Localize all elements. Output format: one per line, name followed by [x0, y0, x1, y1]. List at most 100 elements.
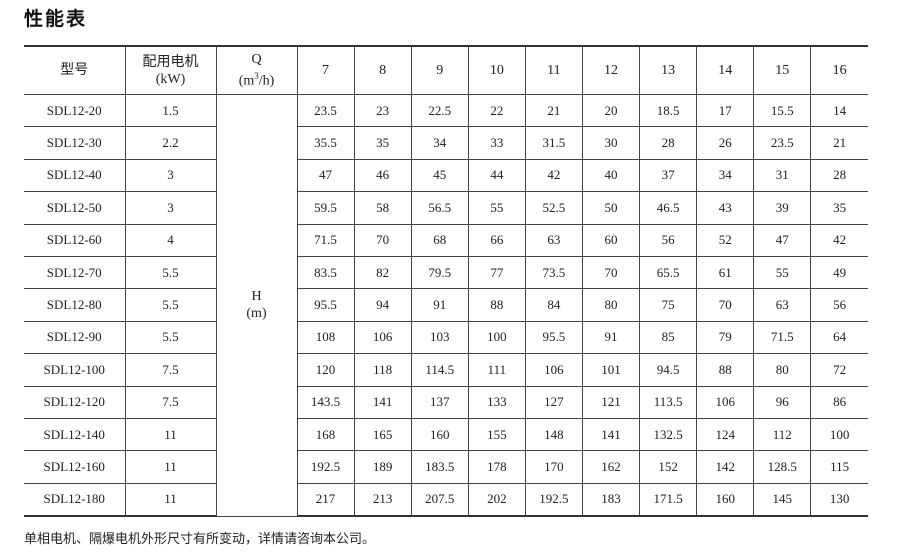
head-value-cell: 202	[467, 482, 526, 518]
head-value-cell: 118	[353, 353, 412, 387]
page-title: 性能表	[24, 8, 88, 30]
head-value-cell: 43	[696, 191, 755, 225]
head-value-cell: 20	[581, 93, 641, 128]
head-value-cell: 217	[296, 482, 355, 518]
motor-power-cell: 5.5	[124, 288, 217, 322]
head-value-cell: 44	[467, 158, 526, 193]
head-value-cell: 18.5	[639, 93, 698, 128]
head-value-cell: 170	[524, 450, 583, 484]
head-value-cell: 106	[524, 353, 583, 387]
head-value-cell: 96	[753, 385, 812, 419]
table-row: SDL12-140 11 168 165 160 155 148 141 132.5 124 112…	[24, 417, 868, 452]
model-cell: SDL12-160	[24, 450, 126, 484]
model-cell: SDL12-100	[24, 353, 126, 387]
head-value-cell: 55	[467, 191, 526, 225]
motor-power-cell: 11	[124, 417, 217, 452]
head-value-cell: 70	[353, 223, 412, 257]
head-value-cell: 56	[639, 223, 698, 257]
motor-power-cell: 7.5	[124, 385, 217, 419]
head-value-cell: 22.5	[410, 93, 469, 128]
header-flow-value: 11	[524, 45, 583, 95]
head-value-cell: 84	[524, 288, 583, 322]
head-value-cell: 33	[467, 126, 526, 160]
header-flow-value: 9	[410, 45, 469, 95]
head-value-cell: 106	[696, 385, 755, 419]
head-value-cell: 91	[410, 288, 469, 322]
head-value-cell: 213	[353, 482, 412, 518]
head-value-cell: 103	[410, 320, 469, 355]
head-value-cell: 95.5	[296, 288, 355, 322]
header-flow: Q (m3/h)	[215, 45, 298, 95]
head-value-cell: 23.5	[296, 93, 355, 128]
head-value-cell: 28	[639, 126, 698, 160]
model-cell: SDL12-40	[24, 158, 126, 193]
motor-power-cell: 3	[124, 158, 217, 193]
head-value-cell: 39	[753, 191, 812, 225]
footnote: 单相电机、隔爆电机外形尺寸有所变动，详情请咨询本公司。	[24, 532, 376, 547]
head-value-cell: 46.5	[639, 191, 698, 225]
head-value-cell: 31.5	[524, 126, 583, 160]
head-value-cell: 189	[353, 450, 412, 484]
motor-power-cell: 2.2	[124, 126, 217, 160]
head-value-cell: 80	[753, 353, 812, 387]
head-value-cell: 21	[810, 126, 868, 160]
head-value-cell: 101	[581, 353, 641, 387]
head-value-cell: 133	[467, 385, 526, 419]
header-row: 型号 配用电机 (kW) Q (m3/h) 7 8 9 10 11 12 13 14 15 16	[24, 45, 868, 95]
table-row: SDL12-120 7.5 143.5 141 137 133 127 121 113.5 106…	[24, 385, 868, 419]
head-value-cell: 94.5	[639, 353, 698, 387]
head-value-cell: 79.5	[410, 255, 469, 290]
header-flow-value: 15	[753, 45, 812, 95]
motor-power-cell: 11	[124, 450, 217, 484]
head-value-cell: 114.5	[410, 353, 469, 387]
head-value-cell: 35	[353, 126, 412, 160]
head-value-cell: 160	[696, 482, 755, 518]
head-value-cell: 80	[581, 288, 641, 322]
head-value-cell: 22	[467, 93, 526, 128]
head-value-cell: 100	[810, 417, 868, 452]
head-value-cell: 112	[753, 417, 812, 452]
head-value-cell: 142	[696, 450, 755, 484]
head-value-cell: 61	[696, 255, 755, 290]
head-value-cell: 168	[296, 417, 355, 452]
head-value-cell: 56	[810, 288, 868, 322]
head-value-cell: 49	[810, 255, 868, 290]
motor-power-cell: 5.5	[124, 255, 217, 290]
head-value-cell: 56.5	[410, 191, 469, 225]
header-model: 型号	[24, 45, 126, 95]
head-value-cell: 31	[753, 158, 812, 193]
head-value-cell: 71.5	[296, 223, 355, 257]
head-value-cell: 21	[524, 93, 583, 128]
head-value-cell: 72	[810, 353, 868, 387]
head-value-cell: 66	[467, 223, 526, 257]
head-value-cell: 127	[524, 385, 583, 419]
head-value-cell: 128.5	[753, 450, 812, 484]
head-value-cell: 45	[410, 158, 469, 193]
head-value-cell: 34	[696, 158, 755, 193]
head-value-cell: 52.5	[524, 191, 583, 225]
head-value-cell: 160	[410, 417, 469, 452]
head-value-cell: 79	[696, 320, 755, 355]
table-row: SDL12-60 4 71.5 70 68 66 63 60 56 52 47 42	[24, 223, 868, 257]
header-motor-label: 配用电机	[142, 53, 199, 70]
table-row: SDL12-180 11 217 213 207.5 202 192.5 183 171.5 16…	[24, 482, 868, 518]
head-value-cell: 85	[639, 320, 698, 355]
head-value-cell: 192.5	[296, 450, 355, 484]
head-value-cell: 46	[353, 158, 412, 193]
header-flow-value: 12	[581, 45, 641, 95]
head-value-cell: 171.5	[639, 482, 698, 518]
head-value-cell: 59.5	[296, 191, 355, 225]
head-value-cell: 141	[581, 417, 641, 452]
head-value-cell: 183.5	[410, 450, 469, 484]
model-cell: SDL12-60	[24, 223, 126, 257]
head-value-cell: 88	[696, 353, 755, 387]
head-value-cell: 86	[810, 385, 868, 419]
head-value-cell: 17	[696, 93, 755, 128]
head-value-cell: 94	[353, 288, 412, 322]
head-value-cell: 28	[810, 158, 868, 193]
head-value-cell: 73.5	[524, 255, 583, 290]
head-value-cell: 47	[753, 223, 812, 257]
head-value-cell: 23	[353, 93, 412, 128]
head-label: H	[251, 289, 262, 305]
head-value-cell: 65.5	[639, 255, 698, 290]
